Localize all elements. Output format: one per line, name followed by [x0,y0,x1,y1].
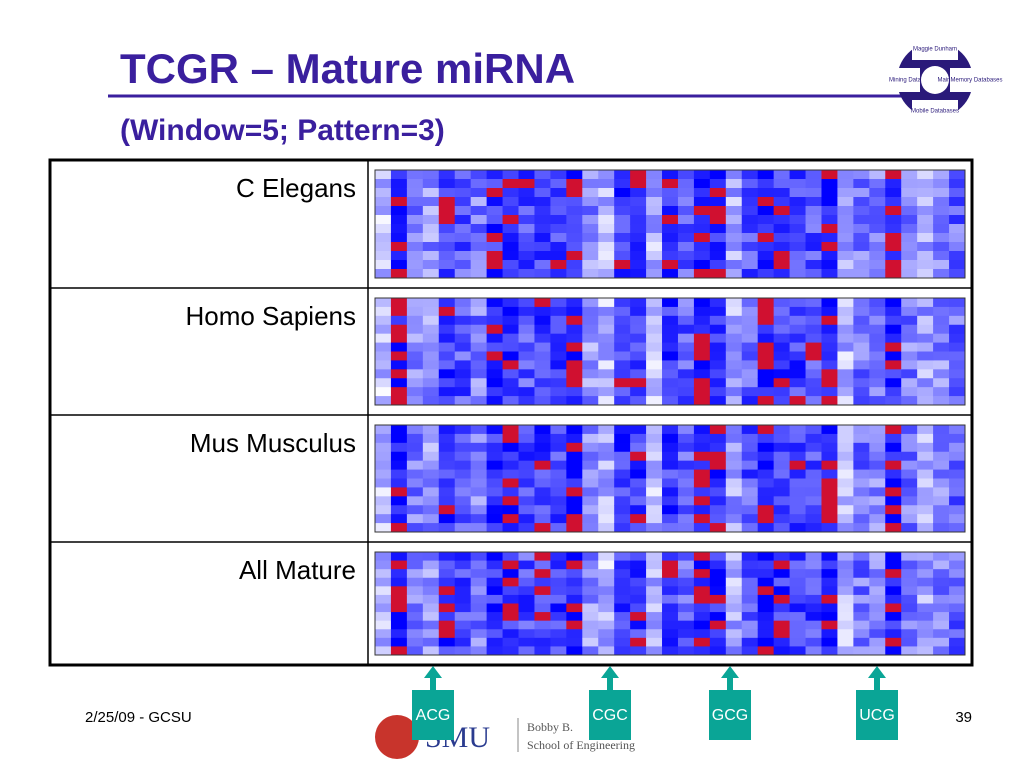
logo-text: Maggie Dunham [913,47,957,53]
subtitle: (Window=5; Pattern=3) [120,114,445,147]
school-line: Bobby B. [527,720,573,734]
heatmap-border [374,169,966,279]
marker-arrow [721,666,739,690]
marker-label: UCG [859,707,895,724]
title: TCGR – Mature miRNA [120,45,575,92]
row-label: C Elegans [236,173,356,203]
heatmap [375,552,966,656]
logo-text: MainMemory Databases [937,78,1002,84]
row-label: Mus Musculus [190,428,356,458]
logo-text: Mining Data [889,78,922,84]
heatmap-border [374,551,966,656]
logo-text: Mobile Databases [911,109,959,115]
marker-box [412,690,454,740]
page-number: 39 [955,709,972,726]
marker-box [589,690,631,740]
heatmap [375,298,966,406]
marker-box [709,690,751,740]
marker-arrow [601,666,619,690]
marker-arrow [868,666,886,690]
marker-box [856,690,898,740]
footer-date: 2/25/09 - GCSU [85,709,192,726]
heatmap [375,170,966,279]
heatmap-border [374,297,966,406]
school-line: School of Engineering [527,738,635,752]
marker-label: ACG [416,707,451,724]
heatmap [375,425,966,533]
marker-label: GCG [712,707,748,724]
table [48,158,974,667]
row-label: Homo Sapiens [185,301,356,331]
row-label: All Mature [239,555,356,585]
heatmap-border [374,424,966,533]
logo: Maggie Dunham Mining Data MainMemory Dat… [889,38,1003,122]
marker-label: CGC [592,707,628,724]
marker-arrow [424,666,442,690]
